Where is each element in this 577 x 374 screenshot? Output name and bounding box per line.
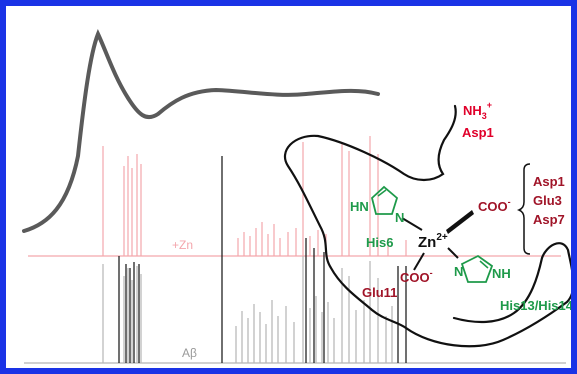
bracket-glu3: Glu3 (533, 193, 562, 208)
zn-ion: Zn2+ (418, 232, 448, 251)
his6-n: N (395, 210, 404, 225)
diagram-canvas: +Zn Aβ (22, 28, 574, 364)
residue-bracket (516, 163, 531, 255)
top-curve (22, 28, 380, 233)
his13-his14-label: His13/His14 (500, 298, 574, 313)
abeta-spectrum (24, 256, 566, 364)
abeta-spectrum-label: Aβ (182, 346, 197, 360)
bracket-asp7: Asp7 (533, 212, 565, 227)
bracket-asp1: Asp1 (533, 174, 565, 189)
asp1-label: Asp1 (462, 125, 494, 140)
his13-nh: NH (492, 266, 511, 281)
coo-right-label: COO- (478, 197, 511, 214)
his6-imidazole-ring (370, 185, 399, 215)
his13-n: N (454, 264, 463, 279)
coo-left-label: COO- (400, 268, 433, 285)
his6-nh: HN (350, 199, 369, 214)
his13-double-bond (479, 260, 489, 269)
peptide-backbone (283, 104, 571, 348)
zn-highlight-lines (118, 156, 407, 363)
his6-label: His6 (366, 235, 393, 250)
coordination-bonds (401, 217, 459, 271)
glu11-label: Glu11 (362, 285, 397, 300)
his13-imidazole-ring (460, 254, 494, 283)
nh3-label: NH3+ (463, 100, 492, 121)
zn-spectrum (28, 136, 561, 257)
wedge-bond (446, 210, 474, 234)
zn-spectrum-label: +Zn (172, 238, 193, 252)
his6-double-bond (377, 189, 387, 197)
